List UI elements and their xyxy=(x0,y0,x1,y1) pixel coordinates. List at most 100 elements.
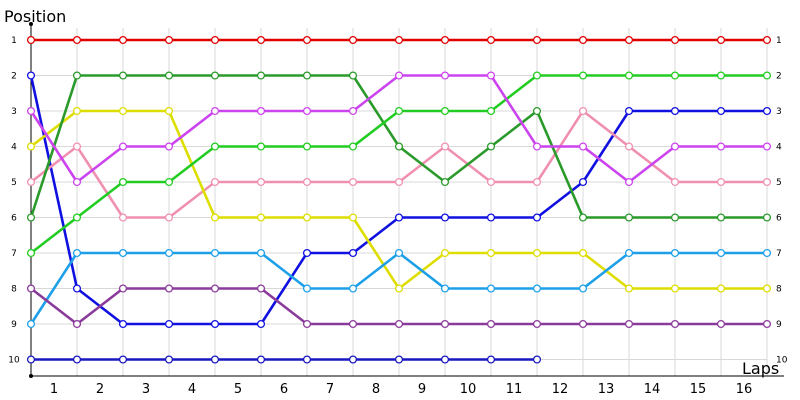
data-point xyxy=(716,319,726,329)
data-point xyxy=(532,106,542,116)
data-point xyxy=(256,213,266,222)
data-point xyxy=(486,71,496,80)
series-lines xyxy=(26,35,772,364)
data-point xyxy=(72,213,82,222)
data-point xyxy=(118,177,128,187)
data-point xyxy=(26,248,36,258)
data-point xyxy=(670,248,680,258)
y-tick-label: 3 xyxy=(11,107,17,117)
y-tick-label-right: 8 xyxy=(776,285,782,295)
data-point xyxy=(164,177,174,187)
data-point xyxy=(118,35,128,45)
data-point xyxy=(670,35,680,45)
data-point xyxy=(532,248,542,258)
y-tick-label: 8 xyxy=(11,285,17,295)
data-point xyxy=(348,71,358,80)
x-tick-label: 13 xyxy=(598,382,615,397)
data-point xyxy=(670,284,680,293)
data-point xyxy=(578,284,588,293)
series-9 xyxy=(26,284,772,329)
data-point xyxy=(762,248,772,258)
data-point xyxy=(394,355,404,364)
data-point xyxy=(256,177,266,187)
data-point xyxy=(394,319,404,329)
data-point xyxy=(26,71,36,80)
data-point xyxy=(670,71,680,80)
data-point xyxy=(394,213,404,222)
data-point xyxy=(210,71,220,80)
data-point xyxy=(72,106,82,116)
data-point xyxy=(670,177,680,187)
data-point xyxy=(302,355,312,364)
x-tick-label: 14 xyxy=(644,382,661,397)
data-point xyxy=(72,177,82,187)
data-point xyxy=(256,71,266,80)
data-point xyxy=(624,177,634,187)
data-point xyxy=(302,106,312,116)
data-point xyxy=(348,355,358,364)
data-point xyxy=(348,319,358,329)
y-tick-label-right: 10 xyxy=(776,356,788,366)
y-tick-label: 5 xyxy=(11,178,17,188)
data-point xyxy=(394,71,404,80)
y-tick-label-right: 5 xyxy=(776,178,782,188)
x-tick-label: 15 xyxy=(690,382,707,397)
data-point xyxy=(210,319,220,329)
data-point xyxy=(532,142,542,151)
data-point xyxy=(210,284,220,293)
data-point xyxy=(164,35,174,45)
data-point xyxy=(210,177,220,187)
data-point xyxy=(256,106,266,116)
data-point xyxy=(716,71,726,80)
data-point xyxy=(118,355,128,364)
data-point xyxy=(72,142,82,151)
data-point xyxy=(118,71,128,80)
data-point xyxy=(762,177,772,187)
data-point xyxy=(532,213,542,222)
data-point xyxy=(532,284,542,293)
y-tick-label: 2 xyxy=(11,72,17,82)
data-point xyxy=(164,142,174,151)
series-8 xyxy=(26,248,772,329)
data-point xyxy=(486,106,496,116)
data-point xyxy=(118,284,128,293)
data-point xyxy=(302,142,312,151)
y-tick-label-right: 2 xyxy=(776,72,782,82)
data-point xyxy=(118,213,128,222)
data-point xyxy=(532,35,542,45)
data-point xyxy=(578,248,588,258)
data-point xyxy=(762,284,772,293)
data-point xyxy=(578,35,588,45)
data-point xyxy=(164,319,174,329)
x-tick-label: 11 xyxy=(506,382,523,397)
data-point xyxy=(348,35,358,45)
data-point xyxy=(486,177,496,187)
data-point xyxy=(256,248,266,258)
data-point xyxy=(256,355,266,364)
data-point xyxy=(164,106,174,116)
data-point xyxy=(394,284,404,293)
data-point xyxy=(118,106,128,116)
x-tick-label: 12 xyxy=(552,382,569,397)
data-point xyxy=(716,177,726,187)
data-point xyxy=(532,71,542,80)
series-3 xyxy=(26,106,772,222)
data-point xyxy=(302,177,312,187)
data-point xyxy=(118,319,128,329)
data-point xyxy=(624,319,634,329)
y-tick-label-right: 7 xyxy=(776,249,782,259)
data-point xyxy=(532,355,542,364)
data-point xyxy=(578,71,588,80)
data-point xyxy=(440,248,450,258)
data-point xyxy=(394,106,404,116)
x-tick-label: 4 xyxy=(188,382,196,397)
data-point xyxy=(440,319,450,329)
y-axis-end-dot xyxy=(29,22,33,26)
data-point xyxy=(532,177,542,187)
x-tick-label: 5 xyxy=(234,382,242,397)
data-point xyxy=(440,355,450,364)
data-point xyxy=(578,142,588,151)
x-tick-label: 6 xyxy=(280,382,288,397)
data-point xyxy=(440,177,450,187)
y-tick-label-right: 6 xyxy=(776,214,782,224)
